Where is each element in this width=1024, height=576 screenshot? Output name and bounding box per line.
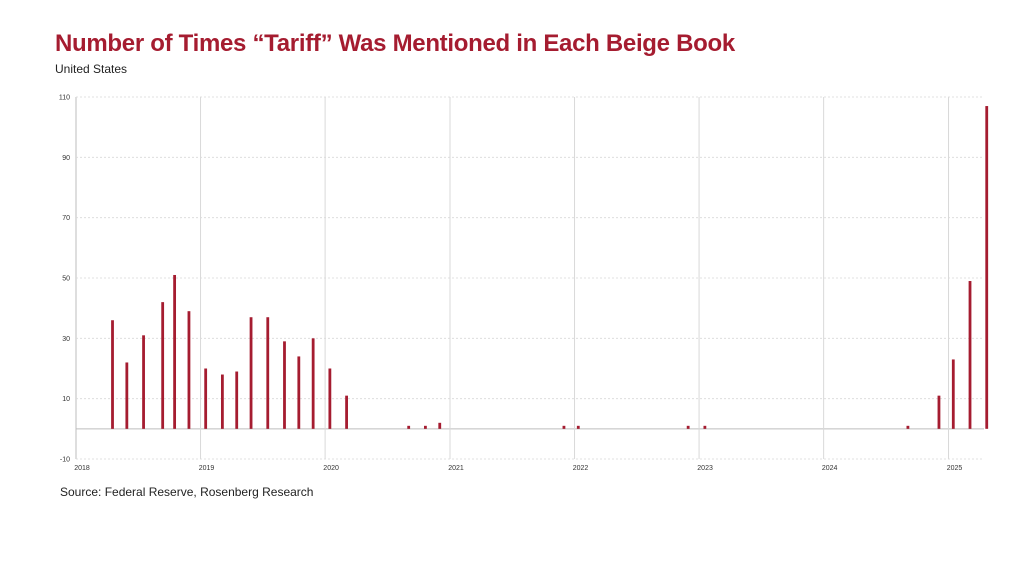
axis-labels: -10 10 30 50 70 90 110 2018 2019 2020 2021 2022 2023… [59,95,963,473]
bar [111,320,114,429]
y-tick-label: -10 [60,457,70,464]
x-tick-label: 2025 [947,465,963,472]
bar [985,106,989,429]
source-note: Source: Federal Reserve, Rosenberg Resea… [60,485,314,499]
bar [562,425,566,429]
bar [249,317,253,429]
bar [283,341,286,429]
y-tick-label: 70 [62,215,70,222]
x-tick-label: 2024 [822,465,838,472]
x-tick-label: 2019 [199,465,215,472]
bar [951,359,955,429]
bar [173,274,177,429]
bar [576,425,580,429]
bar [161,302,165,429]
bar [297,356,301,429]
bar [328,368,332,429]
bar [438,422,442,429]
bar [187,311,191,429]
x-tick-label: 2018 [74,465,90,472]
x-tick-label: 2022 [573,465,589,472]
bar [266,317,270,429]
grid-lines [75,96,984,460]
bar [220,374,224,429]
bars [111,106,989,429]
y-tick-label: 110 [59,95,70,102]
bar [311,338,315,429]
chart-title: Number of Times “Tariff” Was Mentioned i… [55,30,735,57]
x-tick-label: 2020 [323,465,339,472]
chart-subtitle: United States [55,62,128,76]
bar [345,395,348,429]
bar [407,425,411,429]
bar [235,371,239,429]
x-tick-label: 2023 [697,465,713,472]
y-tick-label: 90 [62,155,70,162]
y-tick-label: 30 [62,336,70,343]
y-tick-label: 50 [62,276,70,283]
bar [906,425,910,429]
bar [968,281,972,429]
x-tick-label: 2021 [448,465,464,472]
bar [703,425,707,429]
bar [125,362,129,429]
bar [142,335,145,429]
bar [686,425,690,429]
bar [204,368,208,429]
bar [424,425,427,429]
bar [937,395,941,429]
y-tick-label: 10 [62,396,70,403]
